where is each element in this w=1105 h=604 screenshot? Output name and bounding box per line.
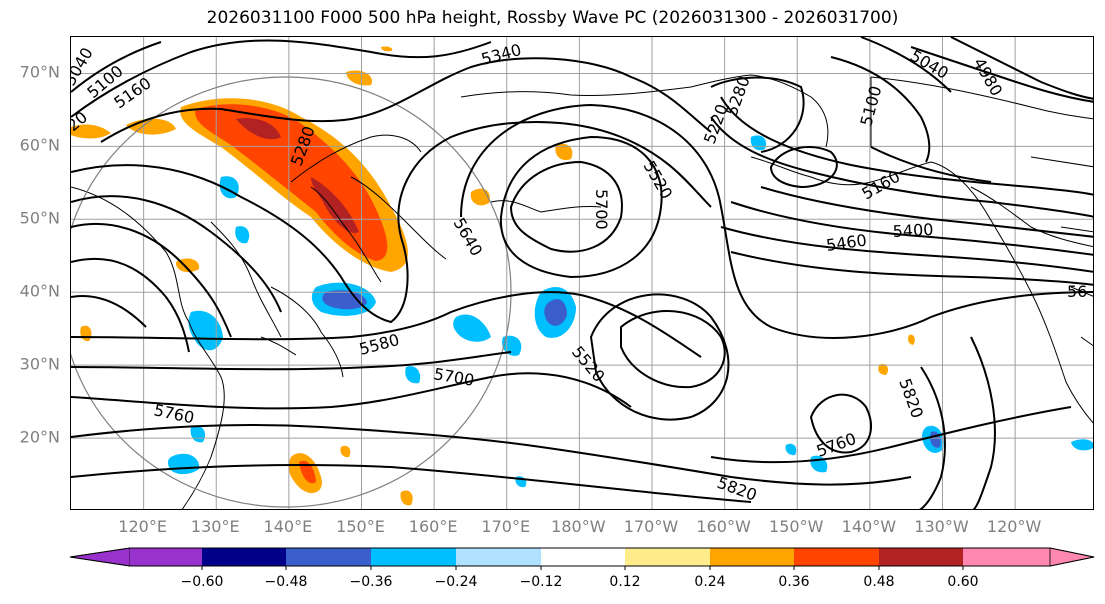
colorbar-segment: [130, 548, 202, 566]
latitude-label: 50°N: [19, 208, 60, 228]
colorbar-tick-label: −0.36: [349, 574, 393, 590]
colorbar-tick-label: −0.60: [180, 574, 224, 590]
latitude-label: 60°N: [19, 135, 60, 155]
colorbar-segment: [794, 548, 879, 566]
colorbar-segment: [879, 548, 963, 566]
colorbar-tick-label: 0.60: [947, 574, 979, 590]
colorbar-segment: [710, 548, 794, 566]
contour-label: 5700: [592, 189, 611, 230]
colorbar-tick-label: 0.48: [863, 574, 895, 590]
map-panel: 5040 5100 5160 20 5280 5340 5520 5700 56…: [70, 36, 1094, 510]
range-circle: [71, 76, 512, 508]
anomaly-shading: [71, 46, 1093, 506]
gridlines: [71, 37, 1093, 509]
colorbar-segment: [371, 548, 456, 566]
colorbar-segment: [456, 548, 541, 566]
longitude-label: 120°W: [986, 517, 1042, 536]
latitude-label: 20°N: [19, 427, 60, 447]
longitude-label: 180°W: [551, 517, 606, 536]
latitude-label: 40°N: [19, 281, 60, 301]
colorbar-outline: [69, 547, 1095, 567]
coastlines: [71, 74, 1093, 509]
colorbar-tick-label: 0.24: [694, 574, 726, 590]
contour-label: 56: [1067, 282, 1087, 301]
longitude-label: 160°E: [408, 517, 458, 536]
latitude-label: 70°N: [19, 62, 60, 82]
map-canvas: 5040 5100 5160 20 5280 5340 5520 5700 56…: [71, 37, 1093, 509]
colorbar-tick-label: −0.48: [264, 574, 308, 590]
longitude-label: 120°E: [118, 517, 167, 536]
longitude-label: 140°E: [263, 517, 313, 536]
colorbar-extend-high: [1049, 547, 1095, 567]
colorbar-segment: [541, 548, 625, 566]
colorbar-tick-label: 0.12: [609, 574, 641, 590]
longitude-label: 160°W: [696, 517, 751, 536]
colorbar-tick-label: 0.36: [778, 574, 810, 590]
longitude-label: 130°W: [914, 517, 969, 536]
colorbar-tick-label: −0.12: [519, 574, 563, 590]
longitude-label: 170°W: [623, 517, 679, 536]
longitude-label: 140°W: [841, 517, 897, 536]
longitude-label: 150°W: [769, 517, 824, 536]
colorbar-extend-low: [69, 547, 131, 567]
colorbar-tick-label: −0.24: [434, 574, 478, 590]
latitude-label: 30°N: [19, 354, 60, 374]
colorbar-segment: [202, 548, 286, 566]
colorbar-segment: [625, 548, 710, 566]
longitude-label: 130°E: [190, 517, 240, 536]
contour-label: 5400: [892, 220, 934, 241]
longitude-label: 150°E: [336, 517, 385, 536]
colorbar-segment: [286, 548, 371, 566]
longitude-label: 170°E: [481, 517, 531, 536]
colorbar-segment: [963, 548, 1050, 566]
height-contours: [71, 37, 1093, 509]
map-title: 2026031100 F000 500 hPa height, Rossby W…: [206, 8, 899, 28]
